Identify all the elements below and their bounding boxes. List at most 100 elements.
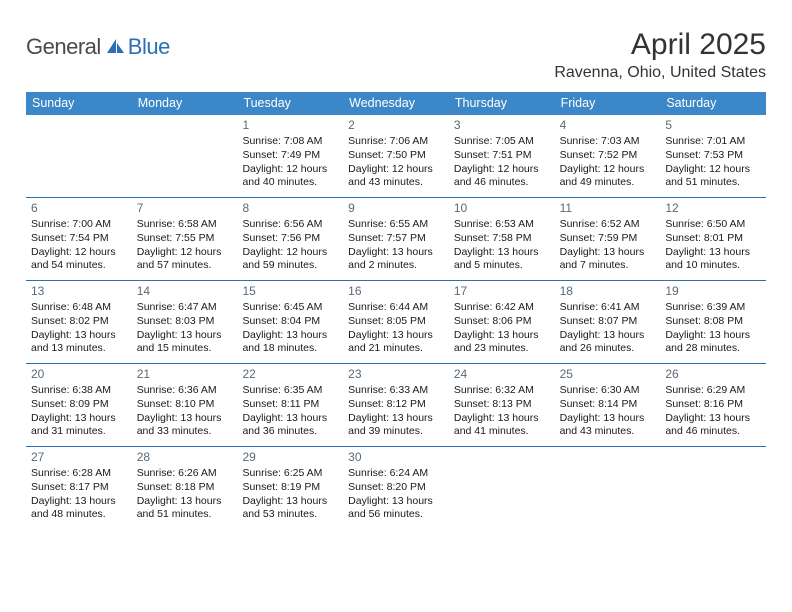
calendar-day: 13Sunrise: 6:48 AMSunset: 8:02 PMDayligh… bbox=[26, 281, 132, 363]
calendar-day: 2Sunrise: 7:06 AMSunset: 7:50 PMDaylight… bbox=[343, 115, 449, 197]
sunrise-line: Sunrise: 7:03 AM bbox=[560, 135, 656, 149]
calendar-day-empty bbox=[132, 115, 238, 197]
calendar-day: 5Sunrise: 7:01 AMSunset: 7:53 PMDaylight… bbox=[660, 115, 766, 197]
sunset-line: Sunset: 7:59 PM bbox=[560, 232, 656, 246]
sunset-line: Sunset: 8:17 PM bbox=[31, 481, 127, 495]
sunrise-line: Sunrise: 6:58 AM bbox=[137, 218, 233, 232]
daylight-line: Daylight: 12 hours and 59 minutes. bbox=[242, 246, 338, 274]
sunrise-line: Sunrise: 6:32 AM bbox=[454, 384, 550, 398]
calendar-week: 6Sunrise: 7:00 AMSunset: 7:54 PM Daylight… bbox=[26, 198, 766, 281]
title-block: April 2025 Ravenna, Ohio, United States bbox=[554, 28, 766, 82]
day-number: 25 bbox=[560, 367, 656, 383]
calendar-day: 14Sunrise: 6:47 AMSunset: 8:03 PMDayligh… bbox=[132, 281, 238, 363]
sunset-line: Sunset: 8:11 PM bbox=[242, 398, 338, 412]
day-number: 15 bbox=[242, 284, 338, 300]
daylight-line: Daylight: 13 hours and 31 minutes. bbox=[31, 412, 127, 440]
day-number: 27 bbox=[31, 450, 127, 466]
day-header-row: SundayMondayTuesdayWednesdayThursdayFrid… bbox=[26, 92, 766, 115]
day-number: 13 bbox=[31, 284, 127, 300]
sunset-line: Sunset: 8:04 PM bbox=[242, 315, 338, 329]
calendar-day: 18Sunrise: 6:41 AMSunset: 8:07 PMDayligh… bbox=[555, 281, 661, 363]
sunset-line: Sunset: 7:56 PM bbox=[242, 232, 338, 246]
sunrise-line: Sunrise: 7:08 AM bbox=[242, 135, 338, 149]
sunrise-line: Sunrise: 6:28 AM bbox=[31, 467, 127, 481]
day-header: Friday bbox=[555, 92, 661, 115]
calendar-day: 19Sunrise: 6:39 AMSunset: 8:08 PMDayligh… bbox=[660, 281, 766, 363]
calendar-day: 8Sunrise: 6:56 AMSunset: 7:56 PMDaylight… bbox=[237, 198, 343, 280]
day-number: 11 bbox=[560, 201, 656, 217]
daylight-line: Daylight: 13 hours and 39 minutes. bbox=[348, 412, 444, 440]
calendar-day: 21Sunrise: 6:36 AMSunset: 8:10 PMDayligh… bbox=[132, 364, 238, 446]
day-header: Sunday bbox=[26, 92, 132, 115]
sunset-line: Sunset: 8:10 PM bbox=[137, 398, 233, 412]
calendar-week: 27Sunrise: 6:28 AMSunset: 8:17 PMDayligh… bbox=[26, 447, 766, 529]
sunset-line: Sunset: 8:06 PM bbox=[454, 315, 550, 329]
calendar-day: 1Sunrise: 7:08 AMSunset: 7:49 PMDaylight… bbox=[237, 115, 343, 197]
day-number: 3 bbox=[454, 118, 550, 134]
day-number: 9 bbox=[348, 201, 444, 217]
day-number: 7 bbox=[137, 201, 233, 217]
sunset-line: Sunset: 8:03 PM bbox=[137, 315, 233, 329]
day-number: 5 bbox=[665, 118, 761, 134]
calendar-week: 1Sunrise: 7:08 AMSunset: 7:49 PMDaylight… bbox=[26, 115, 766, 198]
day-header: Thursday bbox=[449, 92, 555, 115]
sunrise-line: Sunrise: 6:50 AM bbox=[665, 218, 761, 232]
day-header: Tuesday bbox=[237, 92, 343, 115]
daylight-line: Daylight: 13 hours and 41 minutes. bbox=[454, 412, 550, 440]
day-number: 21 bbox=[137, 367, 233, 383]
calendar-day: 17Sunrise: 6:42 AMSunset: 8:06 PMDayligh… bbox=[449, 281, 555, 363]
calendar-day: 23Sunrise: 6:33 AMSunset: 8:12 PMDayligh… bbox=[343, 364, 449, 446]
daylight-line: Daylight: 13 hours and 2 minutes. bbox=[348, 246, 444, 274]
daylight-line: Daylight: 13 hours and 46 minutes. bbox=[665, 412, 761, 440]
sunrise-line: Sunrise: 6:47 AM bbox=[137, 301, 233, 315]
daylight-line: Daylight: 12 hours and 57 minutes. bbox=[137, 246, 233, 274]
day-number: 4 bbox=[560, 118, 656, 134]
sunrise-line: Sunrise: 6:35 AM bbox=[242, 384, 338, 398]
sunrise-line: Sunrise: 6:38 AM bbox=[31, 384, 127, 398]
calendar-week: 20Sunrise: 6:38 AMSunset: 8:09 PMDayligh… bbox=[26, 364, 766, 447]
sunset-line: Sunset: 8:05 PM bbox=[348, 315, 444, 329]
sunset-line: Sunset: 8:07 PM bbox=[560, 315, 656, 329]
day-number: 20 bbox=[31, 367, 127, 383]
sunset-line: Sunset: 8:16 PM bbox=[665, 398, 761, 412]
daylight-line: Daylight: 13 hours and 48 minutes. bbox=[31, 495, 127, 523]
sail-icon bbox=[105, 37, 125, 60]
sunset-line: Sunset: 7:52 PM bbox=[560, 149, 656, 163]
sunrise-line: Sunrise: 6:56 AM bbox=[242, 218, 338, 232]
daylight-line: Daylight: 13 hours and 56 minutes. bbox=[348, 495, 444, 523]
daylight-line: Daylight: 12 hours and 43 minutes. bbox=[348, 163, 444, 191]
calendar-day: 16Sunrise: 6:44 AMSunset: 8:05 PMDayligh… bbox=[343, 281, 449, 363]
calendar-day: 22Sunrise: 6:35 AMSunset: 8:11 PMDayligh… bbox=[237, 364, 343, 446]
calendar-body: 1Sunrise: 7:08 AMSunset: 7:49 PMDaylight… bbox=[26, 115, 766, 529]
sunset-line: Sunset: 7:51 PM bbox=[454, 149, 550, 163]
day-number: 2 bbox=[348, 118, 444, 134]
day-number: 23 bbox=[348, 367, 444, 383]
sunset-line: Sunset: 8:01 PM bbox=[665, 232, 761, 246]
day-number: 29 bbox=[242, 450, 338, 466]
sunset-line: Sunset: 8:14 PM bbox=[560, 398, 656, 412]
calendar-day: 4Sunrise: 7:03 AMSunset: 7:52 PMDaylight… bbox=[555, 115, 661, 197]
calendar-day-empty bbox=[555, 447, 661, 529]
sunset-line: Sunset: 8:12 PM bbox=[348, 398, 444, 412]
sunset-line: Sunset: 7:54 PM bbox=[31, 232, 127, 246]
sunrise-line: Sunrise: 7:00 AM bbox=[31, 218, 127, 232]
calendar-day: 10Sunrise: 6:53 AMSunset: 7:58 PMDayligh… bbox=[449, 198, 555, 280]
daylight-line: Daylight: 13 hours and 26 minutes. bbox=[560, 329, 656, 357]
calendar-day-empty bbox=[449, 447, 555, 529]
day-header: Wednesday bbox=[343, 92, 449, 115]
calendar-day: 11Sunrise: 6:52 AMSunset: 7:59 PMDayligh… bbox=[555, 198, 661, 280]
header: General Blue April 2025 Ravenna, Ohio, U… bbox=[26, 28, 766, 82]
daylight-line: Daylight: 13 hours and 23 minutes. bbox=[454, 329, 550, 357]
sunrise-line: Sunrise: 6:42 AM bbox=[454, 301, 550, 315]
sunrise-line: Sunrise: 7:05 AM bbox=[454, 135, 550, 149]
calendar-day: 28Sunrise: 6:26 AMSunset: 8:18 PMDayligh… bbox=[132, 447, 238, 529]
location: Ravenna, Ohio, United States bbox=[554, 64, 766, 82]
day-number: 6 bbox=[31, 201, 127, 217]
day-number: 8 bbox=[242, 201, 338, 217]
daylight-line: Daylight: 12 hours and 40 minutes. bbox=[242, 163, 338, 191]
calendar-day: 26Sunrise: 6:29 AMSunset: 8:16 PMDayligh… bbox=[660, 364, 766, 446]
sunset-line: Sunset: 7:49 PM bbox=[242, 149, 338, 163]
day-number: 17 bbox=[454, 284, 550, 300]
sunrise-line: Sunrise: 6:39 AM bbox=[665, 301, 761, 315]
sunset-line: Sunset: 7:57 PM bbox=[348, 232, 444, 246]
